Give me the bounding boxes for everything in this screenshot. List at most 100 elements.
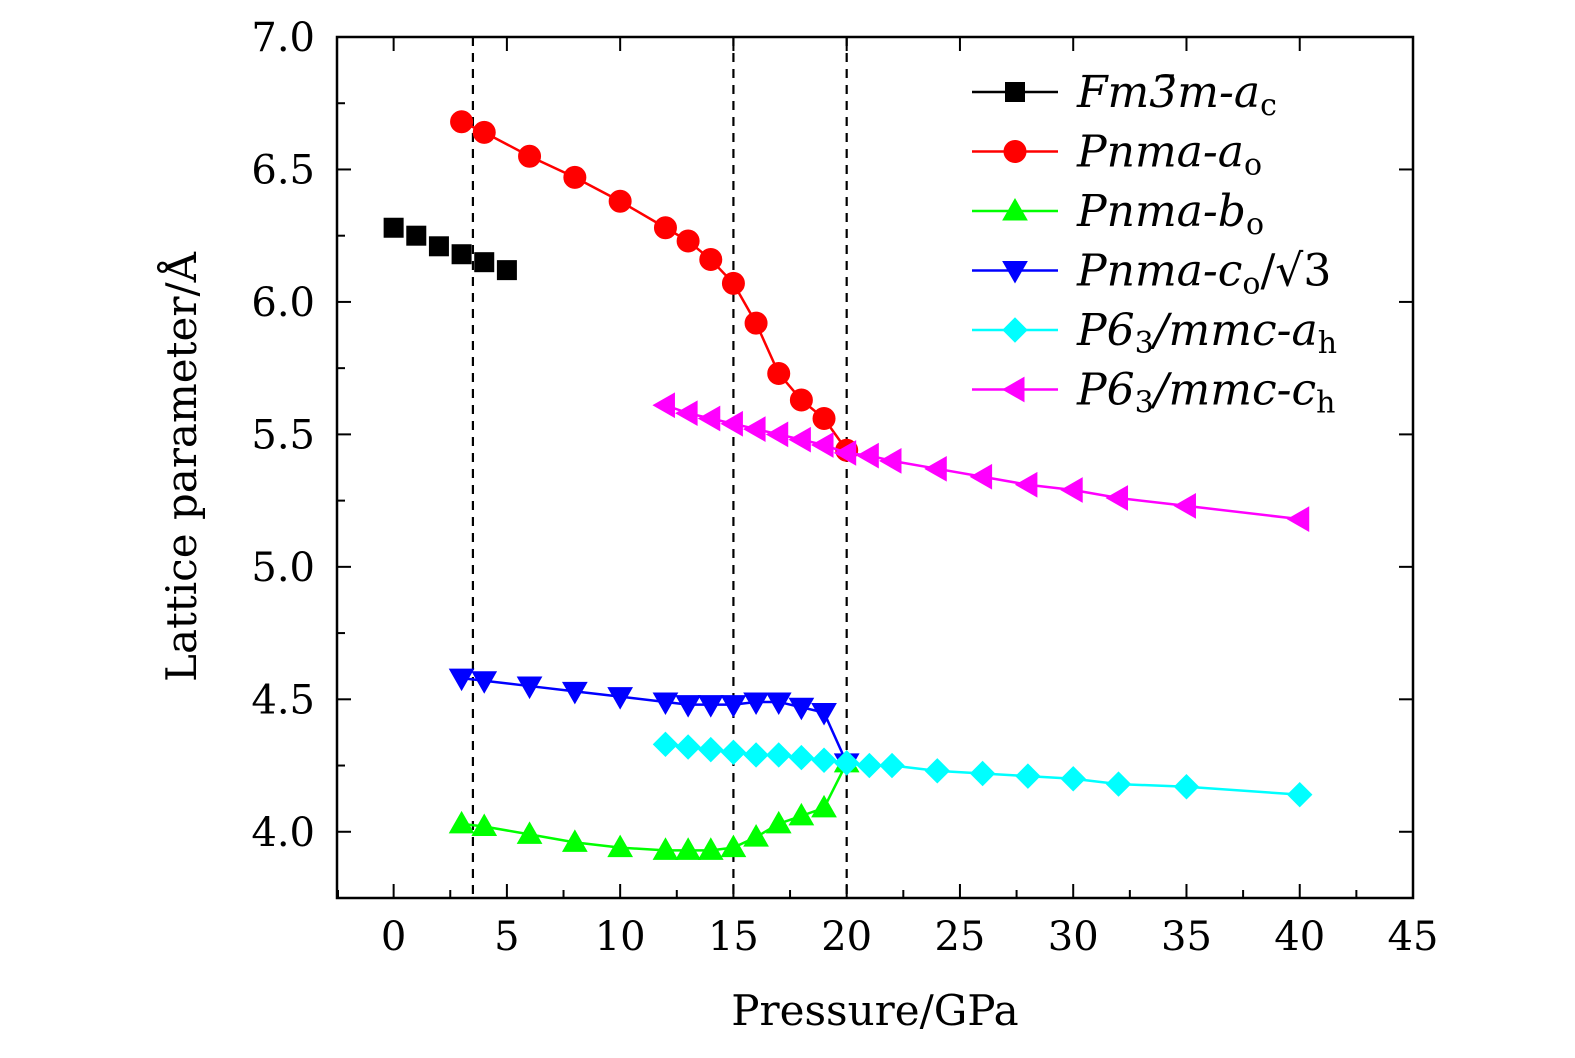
data-point [720,410,743,437]
data-point [811,703,837,726]
data-point [1287,781,1313,808]
data-point [1173,493,1196,519]
data-point [765,692,792,715]
legend-marker [1005,82,1025,102]
y-tick-label: 5.5 [251,412,315,458]
data-point [675,400,698,427]
legend-marker [1001,376,1025,403]
data-point [812,406,836,430]
data-point [561,681,588,705]
x-tick-label: 0 [381,914,406,960]
data-point [675,734,701,760]
data-point [675,837,701,860]
series-0 [383,217,517,281]
legend-item: P63/mmc-ch [972,365,1335,421]
legend-label: Pnma-ao [1076,127,1262,183]
plot-frame [335,35,1415,900]
legend-label: Pnma-bo [1076,186,1264,242]
y-tick-label: 7.0 [251,15,315,61]
data-point [788,744,815,771]
data-point [1105,771,1132,797]
data-point [856,442,879,469]
legend-item: P63/mmc-ah [972,305,1337,361]
data-point [652,392,675,419]
data-point [450,110,474,134]
data-point [496,260,517,281]
data-point [924,455,947,482]
data-point [607,687,634,710]
data-point [969,463,993,490]
data-point [1015,763,1041,789]
data-point [765,421,789,448]
x-tick-label: 10 [595,914,646,960]
data-point [652,731,679,758]
series-1 [450,110,859,462]
data-point [563,165,587,189]
data-point [789,388,813,412]
data-point [451,244,472,265]
legend-label: P63/mmc-ah [1076,305,1337,361]
data-point [721,271,745,295]
legend-label: P63/mmc-ch [1076,365,1335,421]
data-point [720,834,747,858]
legend-item: Fm3̄m-ac [972,67,1277,123]
y-axis-title: Lattice parameter/Å [156,251,206,682]
data-point [608,189,632,213]
data-point [1014,471,1038,498]
y-tick-label: 4.0 [251,810,315,856]
data-point [1105,485,1129,511]
y-tick-label: 6.5 [251,147,315,193]
data-point [878,448,902,474]
legend-marker [1003,140,1027,163]
data-point [699,248,723,272]
legend-label: Pnma-co/√3 [1076,246,1331,302]
data-point [833,750,860,776]
data-point [833,440,857,466]
data-point [518,144,542,168]
data-point [767,361,791,385]
data-point [471,813,498,836]
data-point [652,837,679,860]
legend-marker [1002,261,1028,284]
data-point [743,416,766,442]
data-point [471,671,498,694]
legend-marker [1002,197,1028,221]
data-point [720,739,747,765]
series-line [461,676,848,764]
data-point [743,692,769,715]
data-point [788,697,815,721]
data-point [788,426,811,453]
data-point [516,821,543,844]
data-point [811,794,837,818]
y-tick-label: 5.0 [251,545,315,591]
data-point [1060,766,1086,792]
data-point [406,225,427,246]
data-point [675,695,701,718]
y-tick-label: 6.0 [251,280,315,326]
data-point [448,810,475,834]
data-point [676,229,700,253]
data-point [743,824,769,847]
data-point [1060,477,1083,503]
x-tick-label: 15 [708,914,759,960]
data-point [383,217,404,238]
data-point [743,742,769,768]
legend-marker [1002,317,1028,343]
series-4 [652,731,1313,808]
data-point [766,742,792,768]
series-3 [448,668,860,776]
x-tick-label: 30 [1048,914,1099,960]
data-point [788,802,815,826]
series-line [461,120,848,452]
data-point [765,810,792,834]
data-point [811,747,837,773]
data-point [653,216,677,240]
data-point [924,758,951,784]
x-tick-label: 40 [1274,914,1325,960]
data-point [472,120,496,144]
data-point [697,837,724,860]
data-point [720,695,747,718]
x-tick-label: 5 [494,914,519,960]
